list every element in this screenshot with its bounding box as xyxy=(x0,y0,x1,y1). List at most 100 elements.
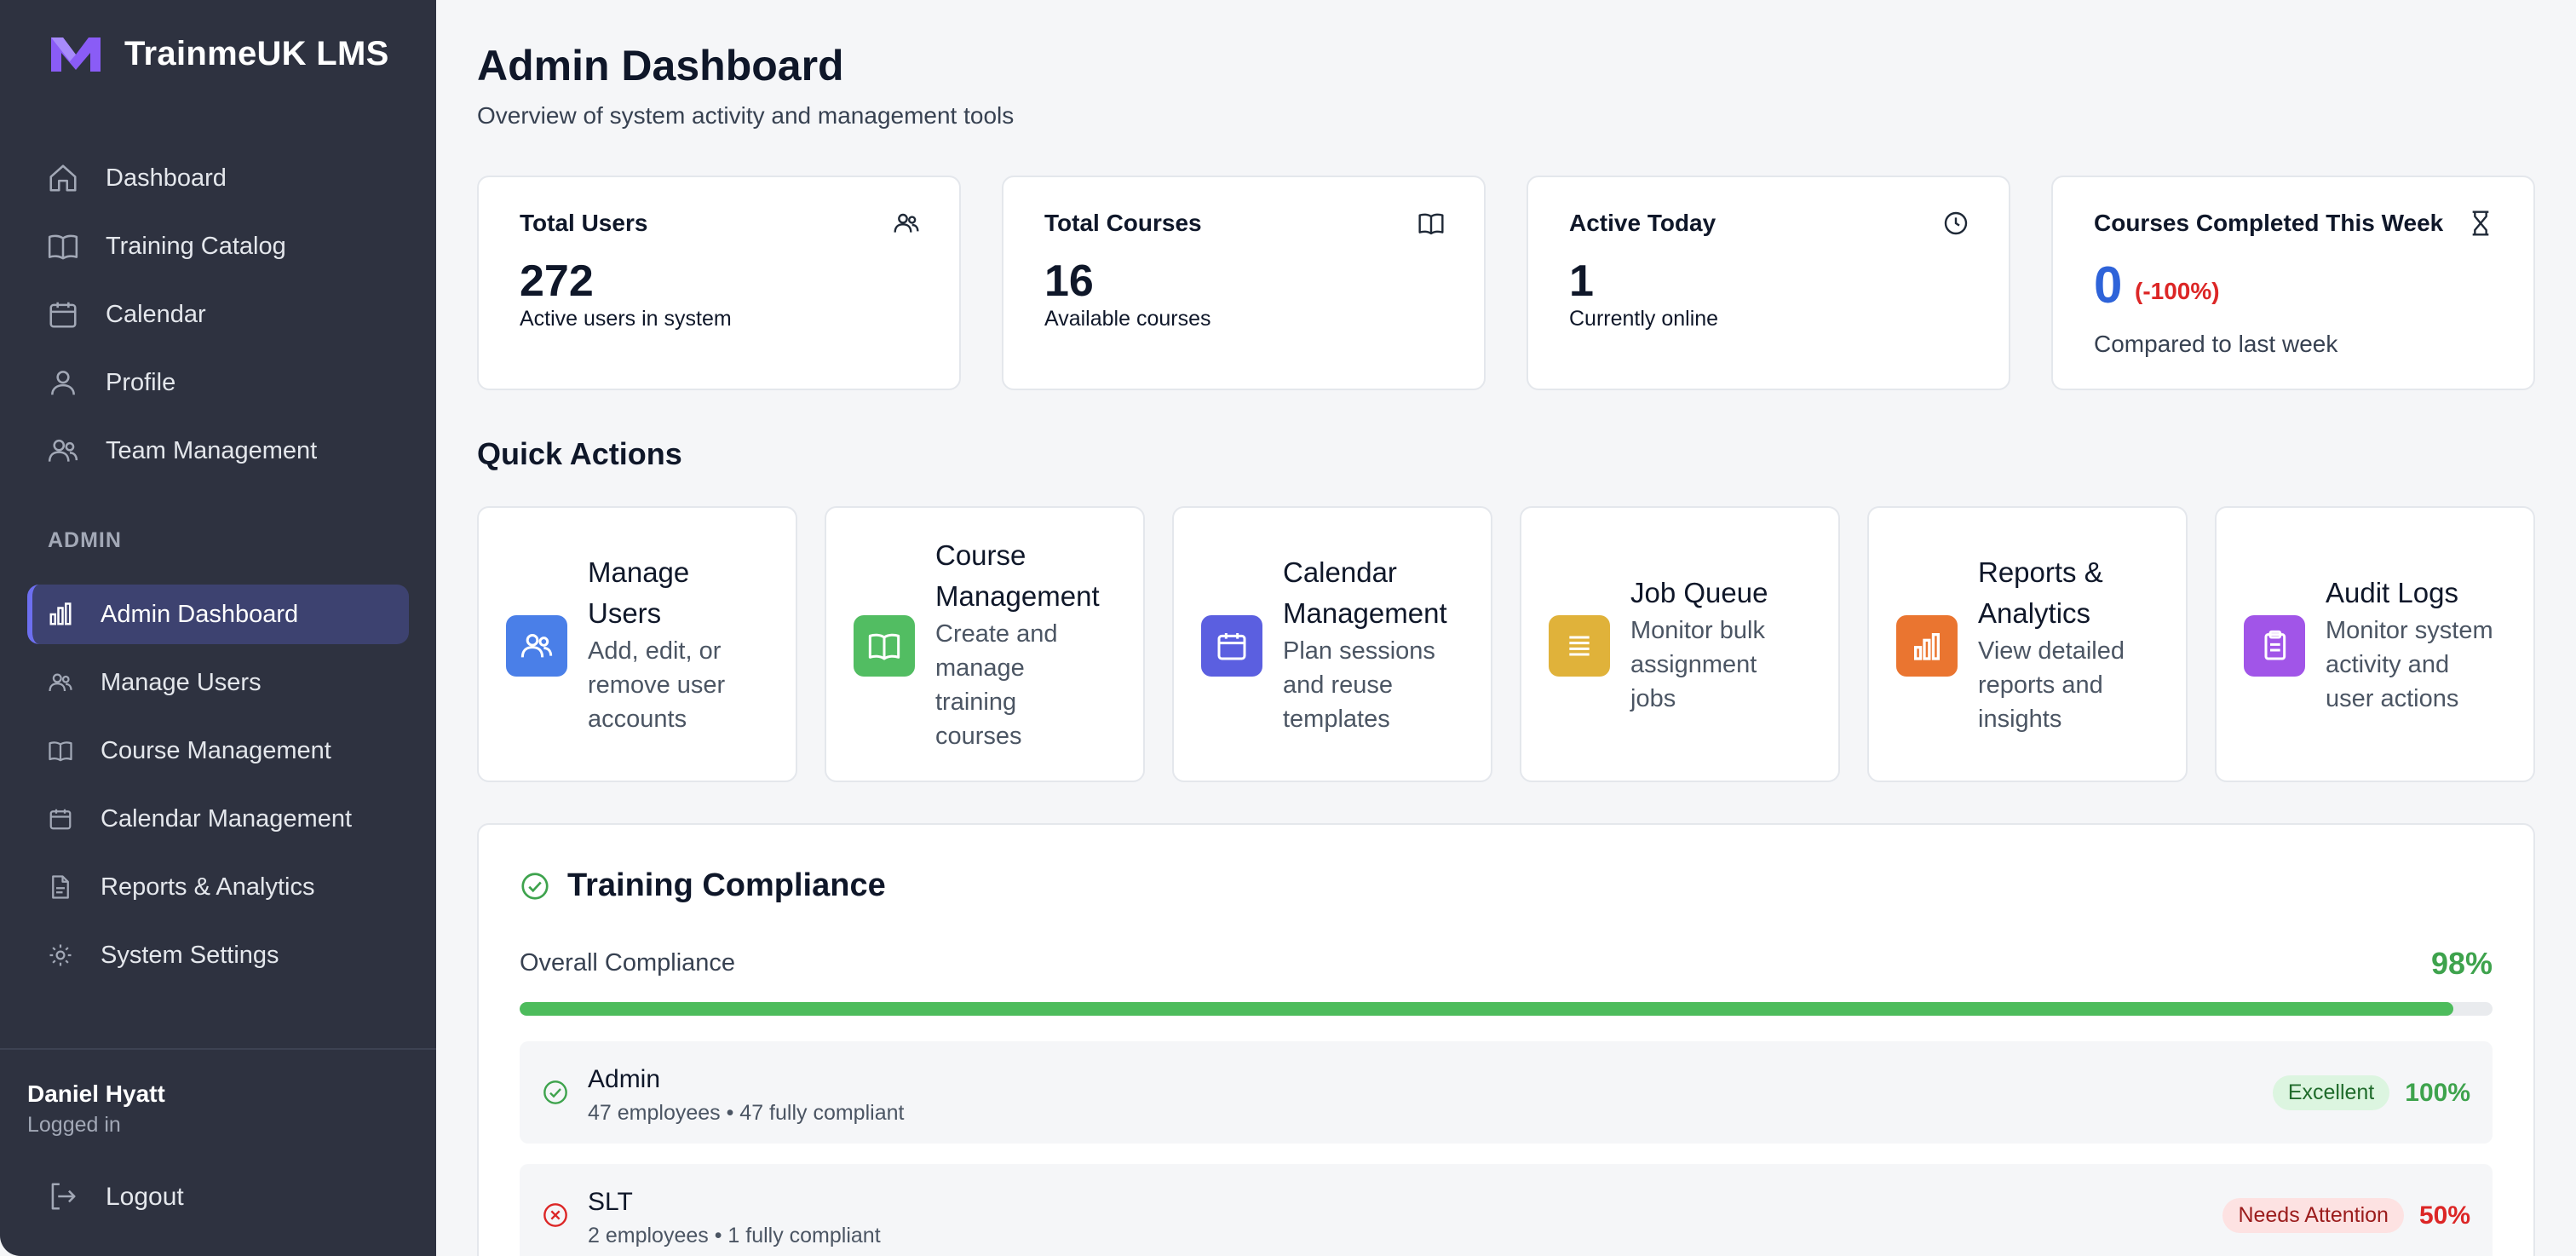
department-percent: 50% xyxy=(2418,1201,2470,1230)
sidebar-item-label: Calendar Management xyxy=(101,804,353,833)
quick-action-desc: Monitor bulk xyxy=(1630,617,1765,644)
file-icon xyxy=(46,873,75,902)
sidebar-item-label: Dashboard xyxy=(106,164,227,192)
user-icon xyxy=(46,366,80,400)
logout-button[interactable]: Logout xyxy=(27,1167,409,1227)
department-meta: 2 employees • 1 fully compliant xyxy=(588,1224,881,1247)
stat-card-active-today: Active Today 1 Currently online xyxy=(1527,176,2010,390)
compliance-progress-fill xyxy=(520,1002,2453,1016)
quick-action-desc: and reuse xyxy=(1283,671,1393,699)
department-name: Admin xyxy=(588,1065,661,1093)
stat-description: Compared to last week xyxy=(2094,331,2338,357)
quick-action-desc: Create and xyxy=(935,620,1058,648)
app-name: TrainmeUK LMS xyxy=(124,34,389,72)
sidebar-item-profile[interactable]: Profile xyxy=(27,353,409,412)
compliance-row-slt[interactable]: SLT 2 employees • 1 fully compliant Need… xyxy=(520,1164,2493,1256)
stat-value: 0 xyxy=(2094,256,2123,314)
quick-action-manage-users[interactable]: Manage Users Add, edit, or remove user a… xyxy=(477,506,797,782)
sidebar-divider xyxy=(0,1048,436,1050)
quick-action-title: Manage xyxy=(588,556,690,588)
quick-action-desc: accounts xyxy=(588,706,687,733)
sidebar-item-calendar-management[interactable]: Calendar Management xyxy=(27,789,409,849)
bar-chart-icon xyxy=(1896,615,1958,677)
quick-action-reports-analytics[interactable]: Reports & Analytics View detailed report… xyxy=(1867,506,2188,782)
list-icon xyxy=(1549,615,1610,677)
sidebar-item-label: Reports & Analytics xyxy=(101,873,315,901)
quick-action-audit-logs[interactable]: Audit Logs Monitor system activity and u… xyxy=(2215,506,2535,782)
quick-action-title: Analytics xyxy=(1978,597,2091,629)
m-logo-icon xyxy=(48,32,104,75)
sidebar-item-manage-users[interactable]: Manage Users xyxy=(27,653,409,712)
sidebar-item-label: Training Catalog xyxy=(106,232,286,260)
quick-action-desc: View detailed xyxy=(1978,637,2125,665)
book-icon xyxy=(46,229,80,263)
check-circle-icon xyxy=(542,1079,569,1106)
quick-action-job-queue[interactable]: Job Queue Monitor bulk assignment jobs xyxy=(1520,506,1840,782)
department-name: SLT xyxy=(588,1188,633,1216)
quick-action-desc: remove user xyxy=(588,671,726,699)
quick-action-desc: Plan sessions xyxy=(1283,637,1435,665)
sidebar-item-label: Admin Dashboard xyxy=(101,600,299,628)
sidebar-item-dashboard[interactable]: Dashboard xyxy=(27,148,409,208)
stat-title: Courses Completed This Week xyxy=(2094,210,2444,236)
quick-action-calendar-management[interactable]: Calendar Management Plan sessions and re… xyxy=(1172,506,1492,782)
sidebar-item-team-management[interactable]: Team Management xyxy=(27,421,409,481)
sidebar-item-label: Course Management xyxy=(101,736,331,764)
sidebar-item-system-settings[interactable]: System Settings xyxy=(27,925,409,985)
page-subtitle: Overview of system activity and manageme… xyxy=(477,102,1015,129)
department-meta: 47 employees • 47 fully compliant xyxy=(588,1101,905,1125)
quick-action-desc: user actions xyxy=(2326,685,2459,712)
clock-icon xyxy=(1942,210,1969,237)
compliance-row-admin[interactable]: Admin 47 employees • 47 fully compliant … xyxy=(520,1041,2493,1144)
status-badge: Excellent xyxy=(2272,1075,2390,1110)
quick-action-title: Calendar xyxy=(1283,556,1397,588)
sidebar-item-label: Profile xyxy=(106,368,176,396)
calendar-icon xyxy=(46,297,80,331)
book-icon xyxy=(854,615,915,677)
quick-action-desc: jobs xyxy=(1630,685,1676,712)
brand[interactable]: TrainmeUK LMS xyxy=(48,32,389,75)
stat-title: Total Users xyxy=(520,210,648,236)
sidebar-item-label: Calendar xyxy=(106,300,206,328)
logout-icon xyxy=(46,1180,80,1214)
admin-section-label: ADMIN xyxy=(48,528,122,552)
overall-compliance-percent: 98% xyxy=(2430,946,2493,981)
stat-change: (-100%) xyxy=(2135,278,2220,304)
stat-value: 1 xyxy=(1569,256,1594,306)
sidebar-item-label: Manage Users xyxy=(101,668,262,696)
stat-value: 272 xyxy=(520,256,594,306)
gear-icon xyxy=(46,941,75,970)
quick-action-desc: activity and xyxy=(2326,651,2450,678)
sidebar-item-admin-dashboard[interactable]: Admin Dashboard xyxy=(27,585,409,644)
stat-title: Total Courses xyxy=(1044,210,1202,236)
x-circle-icon xyxy=(542,1201,569,1229)
book-icon xyxy=(46,736,75,765)
home-icon xyxy=(46,161,80,195)
stat-card-total-courses: Total Courses 16 Available courses xyxy=(1002,176,1486,390)
quick-action-desc: training xyxy=(935,688,1017,716)
quick-action-desc: Add, edit, or xyxy=(588,637,722,665)
quick-action-desc: assignment xyxy=(1630,651,1757,678)
stat-card-total-users: Total Users 272 Active users in system xyxy=(477,176,961,390)
sidebar-item-reports-analytics[interactable]: Reports & Analytics xyxy=(27,857,409,917)
sidebar-item-label: System Settings xyxy=(101,941,279,969)
stat-value: 16 xyxy=(1044,256,1094,306)
hourglass-icon xyxy=(2467,210,2494,237)
sidebar-item-training-catalog[interactable]: Training Catalog xyxy=(27,216,409,276)
sidebar-item-course-management[interactable]: Course Management xyxy=(27,721,409,781)
quick-action-course-management[interactable]: Course Management Create and manage trai… xyxy=(825,506,1145,782)
overall-compliance-label: Overall Compliance xyxy=(520,949,736,977)
quick-action-desc: insights xyxy=(1978,706,2062,733)
quick-action-desc: reports and xyxy=(1978,671,2103,699)
quick-action-title: Audit Logs xyxy=(2326,577,2458,608)
quick-action-title: Job Queue xyxy=(1630,577,1768,608)
logout-label: Logout xyxy=(106,1183,184,1211)
stat-description: Available courses xyxy=(1044,307,1211,331)
stat-title: Active Today xyxy=(1569,210,1716,236)
quick-action-title: Management xyxy=(1283,597,1447,629)
status-badge: Needs Attention xyxy=(2222,1198,2404,1233)
quick-action-title: Reports & xyxy=(1978,556,2103,588)
sidebar-item-calendar[interactable]: Calendar xyxy=(27,285,409,344)
users-icon xyxy=(46,434,80,468)
stat-description: Active users in system xyxy=(520,307,732,331)
